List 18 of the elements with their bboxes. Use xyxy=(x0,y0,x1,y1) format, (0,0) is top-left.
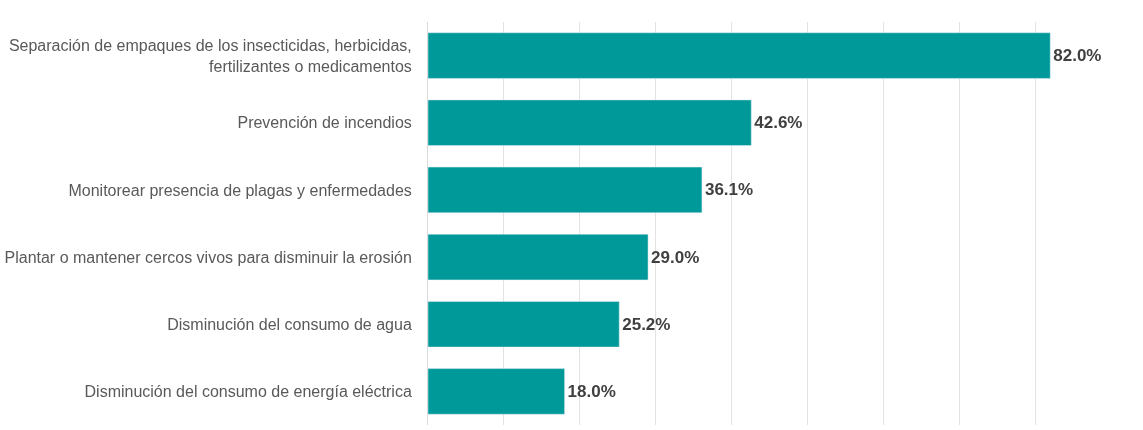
bar xyxy=(428,32,1051,79)
bar xyxy=(428,99,752,146)
bar xyxy=(428,166,703,213)
y-tick-label: Disminución del consumo de energía eléctrica xyxy=(84,383,412,401)
data-label: 36.1% xyxy=(704,180,754,200)
bar xyxy=(428,368,565,415)
data-label: 18.0% xyxy=(567,381,616,401)
data-label: 25.2% xyxy=(622,314,671,334)
data-label: 29.0% xyxy=(651,247,700,267)
y-tick-label: Prevención de incendios xyxy=(237,114,412,132)
y-tick-label: Monitorear presencia de plagas y enfermedades xyxy=(68,181,412,199)
bar xyxy=(428,234,649,281)
data-label: 42.6% xyxy=(754,113,803,133)
data-label: 82.0% xyxy=(1053,46,1102,66)
y-tick-label: Separación de empaques de los insecticidas, herbicidas, fertilizantes o medicamentos xyxy=(8,36,412,75)
y-tick-label: Plantar o mantener cercos vivos para disminuir la erosión xyxy=(4,248,412,266)
bar xyxy=(428,301,620,348)
y-tick-label: Disminución del consumo de agua xyxy=(167,315,412,333)
